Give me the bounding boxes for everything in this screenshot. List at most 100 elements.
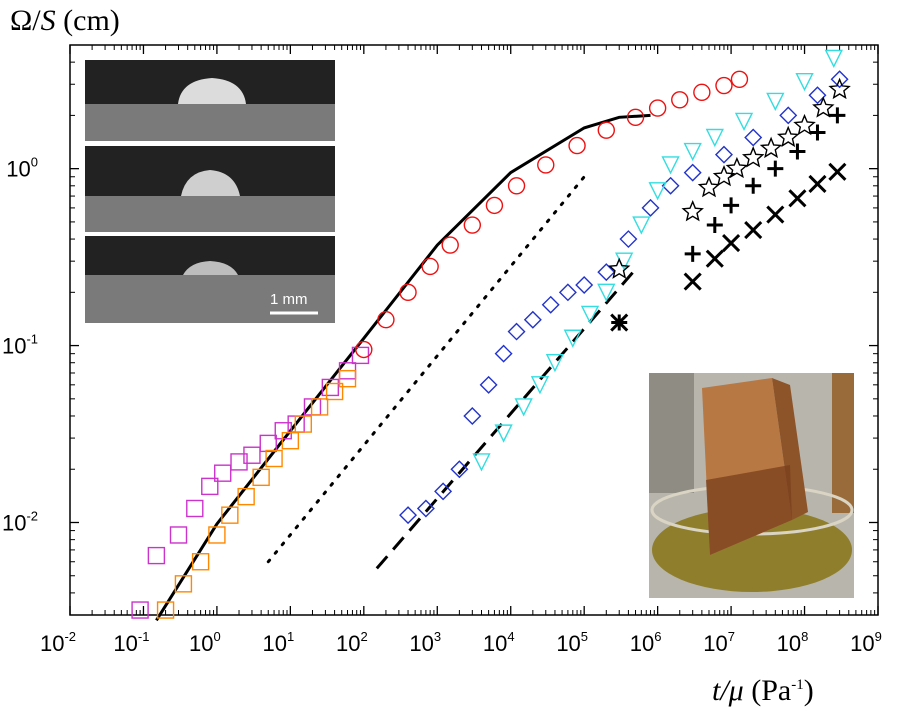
point-star bbox=[812, 96, 835, 118]
photo-wood-side bbox=[772, 378, 808, 520]
point-square bbox=[252, 468, 270, 487]
point-triangle-down bbox=[472, 453, 491, 472]
point-diamond bbox=[434, 482, 453, 501]
inset-droplet-images: 1 mm bbox=[85, 60, 335, 323]
point-cross bbox=[684, 245, 701, 262]
point-square bbox=[191, 553, 210, 571]
point-star bbox=[697, 175, 721, 198]
point-star bbox=[828, 77, 851, 100]
point-triangle-down bbox=[563, 329, 582, 348]
photo-dish bbox=[652, 508, 852, 592]
point-circle bbox=[693, 83, 711, 102]
point-triangle-down bbox=[494, 424, 513, 443]
point-star bbox=[607, 257, 631, 279]
point-triangle-down bbox=[795, 73, 814, 92]
droplet-panel-2-drop bbox=[181, 170, 240, 196]
x-tick-label: 109 bbox=[850, 629, 882, 656]
point-circle bbox=[507, 177, 526, 195]
point-x bbox=[828, 162, 847, 181]
x-axis-unit-exp: -1 bbox=[791, 677, 804, 693]
point-x bbox=[705, 249, 724, 268]
point-circle bbox=[537, 156, 555, 174]
point-square bbox=[147, 546, 166, 565]
point-square bbox=[214, 464, 232, 482]
x-axis-unit-base: (Pa bbox=[743, 674, 792, 707]
point-triangle-down bbox=[766, 92, 785, 111]
line-solid bbox=[155, 113, 651, 622]
point-star bbox=[741, 146, 765, 168]
point-triangle-down bbox=[580, 305, 600, 324]
point-circle bbox=[648, 99, 667, 117]
y-tick-label: 10-1 bbox=[2, 332, 38, 359]
point-triangle-down bbox=[648, 182, 667, 201]
point-diamond bbox=[416, 499, 435, 518]
x-tick-label: 104 bbox=[483, 629, 515, 656]
point-x bbox=[808, 174, 827, 193]
point-square bbox=[221, 506, 239, 524]
point-square bbox=[230, 453, 248, 471]
point-diamond bbox=[683, 163, 702, 182]
droplet-panel-1-drop bbox=[178, 78, 246, 104]
point-circle bbox=[421, 257, 439, 276]
x-tick-label: 103 bbox=[409, 629, 441, 656]
point-circle bbox=[355, 340, 373, 359]
point-circle bbox=[597, 121, 615, 139]
photo-wet-front bbox=[706, 465, 792, 555]
x-tick-label: 10-1 bbox=[113, 629, 149, 656]
y-axis-var: S bbox=[40, 4, 56, 37]
point-cross bbox=[723, 197, 740, 214]
point-triangle-down bbox=[545, 354, 565, 373]
point-square bbox=[208, 526, 226, 544]
point-diamond bbox=[779, 106, 798, 125]
point-star bbox=[681, 199, 704, 222]
point-cross bbox=[745, 177, 762, 194]
photo-post-right bbox=[832, 373, 854, 513]
point-triangle-down bbox=[530, 376, 550, 395]
droplet-panel-3-drop bbox=[183, 261, 238, 275]
x-axis-unit-close: ) bbox=[803, 674, 814, 707]
line-dashed bbox=[375, 268, 637, 570]
point-diamond bbox=[808, 86, 827, 105]
point-triangle-down bbox=[661, 156, 680, 175]
point-diamond bbox=[450, 460, 469, 479]
point-cross bbox=[789, 143, 806, 160]
x-tick-label: 100 bbox=[189, 629, 221, 656]
plot-frame bbox=[69, 44, 879, 616]
point-diamond bbox=[558, 283, 577, 302]
point-square bbox=[325, 382, 344, 401]
point-square bbox=[274, 422, 292, 440]
scale-bar-label: 1 mm bbox=[270, 291, 308, 308]
point-x bbox=[788, 189, 807, 208]
point-square bbox=[259, 434, 277, 453]
point-x bbox=[766, 205, 785, 224]
point-star bbox=[725, 156, 749, 179]
droplet-panel-3-substrate bbox=[85, 275, 335, 323]
point-circle bbox=[568, 136, 586, 155]
point-square bbox=[186, 499, 204, 518]
point-diamond bbox=[523, 310, 542, 329]
point-square bbox=[131, 601, 149, 619]
point-diamond bbox=[507, 322, 526, 341]
point-triangle-down bbox=[734, 112, 754, 131]
point-cross bbox=[829, 107, 846, 124]
point-diamond bbox=[661, 176, 680, 195]
y-tick-label: 100 bbox=[6, 155, 38, 182]
y-tick-label: 10-2 bbox=[2, 508, 38, 535]
point-square bbox=[294, 415, 312, 433]
point-circle bbox=[441, 236, 459, 254]
point-diamond bbox=[641, 198, 660, 217]
point-diamond bbox=[830, 70, 849, 89]
point-circle bbox=[715, 76, 733, 95]
point-diamond bbox=[399, 506, 418, 525]
point-diamond bbox=[597, 263, 616, 282]
point-diamond bbox=[463, 406, 482, 425]
point-triangle-down bbox=[683, 142, 702, 162]
droplet-panel-1-substrate bbox=[85, 104, 335, 141]
x-tick-label: 101 bbox=[263, 629, 295, 656]
point-circle bbox=[399, 283, 417, 302]
point-square bbox=[310, 398, 329, 416]
point-circle bbox=[730, 70, 749, 88]
x-tick-label: 108 bbox=[777, 629, 809, 656]
point-star bbox=[776, 125, 800, 148]
